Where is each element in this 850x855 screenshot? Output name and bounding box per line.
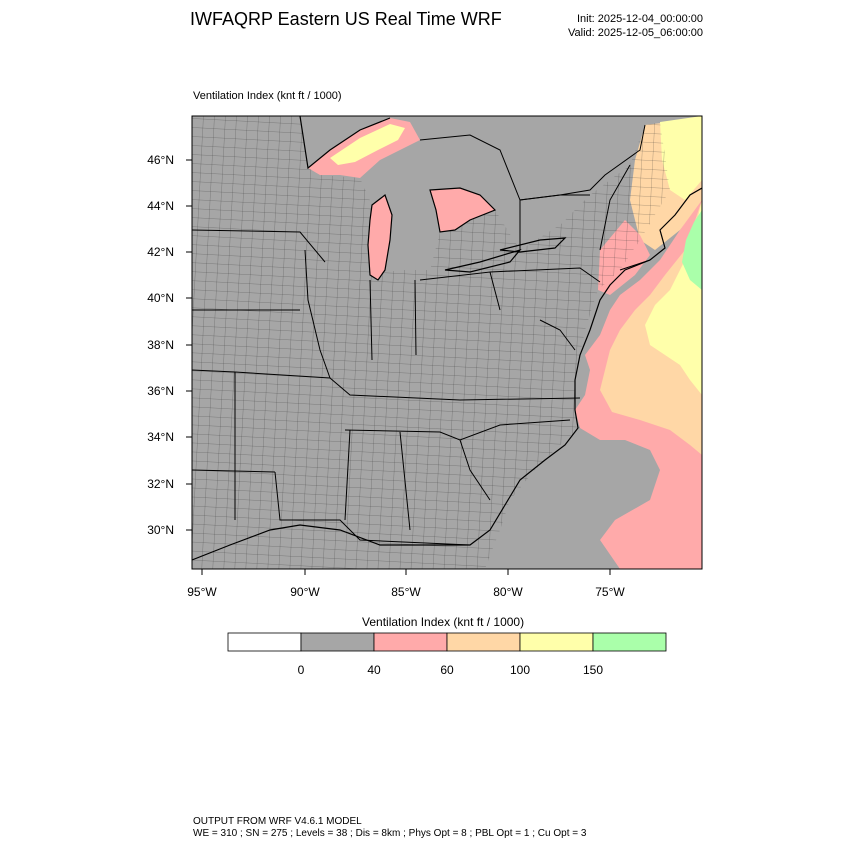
colorbar-tick-60: 60: [440, 663, 454, 677]
footer-model-line: OUTPUT FROM WRF V4.6.1 MODEL: [193, 816, 362, 827]
valid-time: Valid: 2025-12-05_06:00:00: [568, 27, 703, 39]
colorbar-tick-100: 100: [509, 663, 531, 677]
lake-michigan-ventilation: [368, 195, 392, 280]
lake-huron-ventilation: [430, 188, 495, 232]
lon-label-80w: 80°W: [493, 585, 523, 599]
colorbar-tick-150: 150: [582, 663, 604, 677]
lake-superior-yellow: [330, 124, 405, 165]
lat-label-34n: 34°N: [147, 430, 174, 444]
field-label: Ventilation Index (knt ft / 1000): [193, 90, 342, 102]
colorbar-tick-40: 40: [367, 663, 381, 677]
lon-label-85w: 85°W: [391, 585, 421, 599]
footer-config-line: WE = 310 ; SN = 275 ; Levels = 38 ; Dis …: [193, 828, 587, 839]
lat-label-44n: 44°N: [147, 199, 174, 213]
lat-label-38n: 38°N: [147, 338, 174, 352]
colorbar-bin-above-150: [592, 632, 667, 652]
lat-label-36n: 36°N: [147, 384, 174, 398]
plot-title: IWFAQRP Eastern US Real Time WRF: [190, 9, 502, 29]
colorbar-bin-below-0: [227, 632, 302, 652]
colorbar-bin-40-60: [373, 632, 448, 652]
lon-label-95w: 95°W: [187, 585, 217, 599]
colorbar-title: Ventilation Index (knt ft / 1000): [362, 615, 525, 629]
canada-border: [419, 124, 646, 201]
colorbar-bin-0-40: [300, 632, 375, 652]
lat-label-42n: 42°N: [147, 245, 174, 259]
lon-label-75w: 75°W: [595, 585, 625, 599]
county-boundaries: [192, 116, 670, 569]
ocean-ventilation-100-150: [645, 200, 702, 395]
ocean-ventilation-over-150: [682, 210, 702, 290]
init-time: Init: 2025-12-04_00:00:00: [577, 13, 703, 25]
axis-ticks: [186, 159, 611, 575]
colorbar-bin-100-150: [519, 632, 594, 652]
colorbar: [227, 632, 667, 652]
lat-label-46n: 46°N: [147, 153, 174, 167]
map-frame: [191, 115, 703, 570]
colorbar-bin-60-100: [446, 632, 521, 652]
coastlines: [192, 116, 702, 561]
state-boundaries: [192, 164, 651, 546]
lat-label-32n: 32°N: [147, 477, 174, 491]
colorbar-tick-0: 0: [297, 663, 305, 677]
northeast-yellow: [660, 116, 702, 200]
lat-label-40n: 40°N: [147, 291, 174, 305]
lon-label-90w: 90°W: [290, 585, 320, 599]
lat-label-30n: 30°N: [147, 523, 174, 537]
